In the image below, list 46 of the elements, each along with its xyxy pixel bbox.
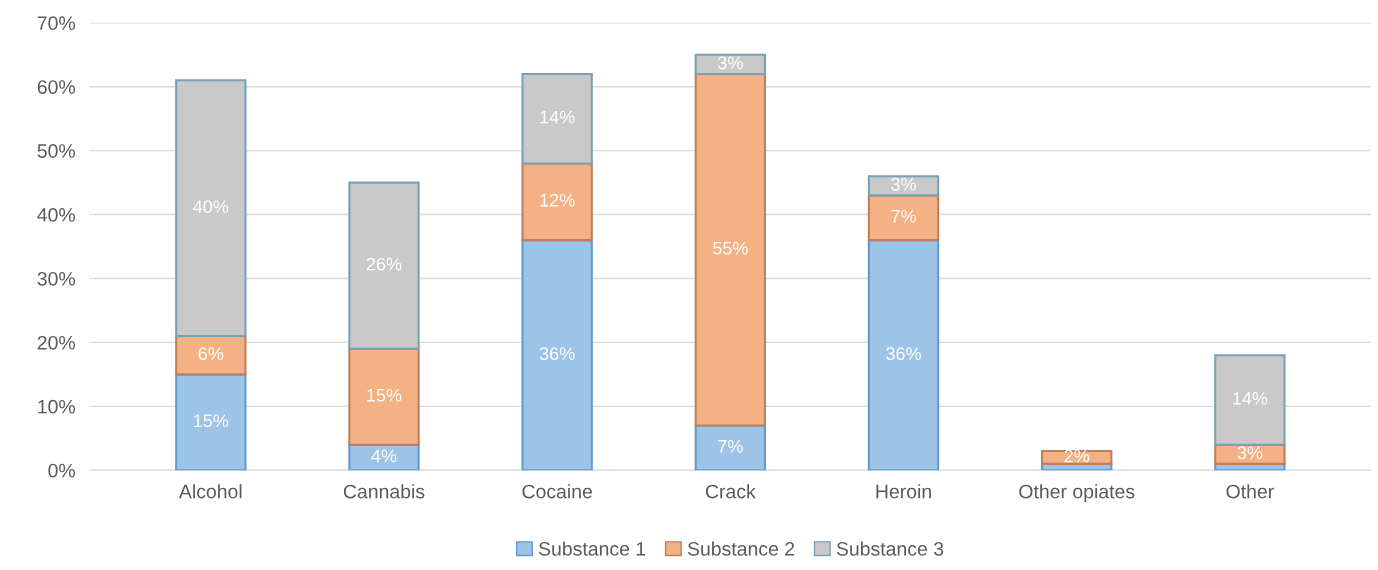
- data-label: 15%: [194, 414, 229, 428]
- x-tick-label: Heroin: [876, 484, 931, 499]
- bar: [694, 424, 767, 471]
- data-label: 36%: [539, 347, 575, 361]
- bar: [175, 334, 247, 376]
- data-label: 15%: [367, 388, 402, 402]
- x-tick-label: Cannabis: [343, 484, 425, 499]
- bar: [1214, 354, 1286, 446]
- x-tick-label: Other: [1226, 484, 1274, 499]
- bar: [348, 347, 420, 446]
- x-tick-label: Crack: [705, 484, 756, 499]
- data-label: 36%: [886, 347, 921, 361]
- bar: [867, 175, 940, 197]
- y-tick-label: 50%: [37, 144, 75, 158]
- bar: [1041, 450, 1113, 465]
- bar: [694, 72, 767, 427]
- bar: [348, 181, 420, 350]
- bar: [694, 53, 767, 75]
- y-tick-label: 0%: [48, 463, 75, 478]
- data-label: 7%: [891, 209, 916, 223]
- data-label: 12%: [540, 193, 575, 207]
- data-label: 4%: [371, 449, 397, 463]
- data-label: 3%: [1237, 446, 1263, 460]
- bar: [867, 239, 940, 471]
- bar: [175, 373, 247, 471]
- bar: [867, 194, 940, 242]
- y-tick-label: 20%: [37, 335, 75, 350]
- y-tick-label: 30%: [37, 271, 75, 286]
- bar: [521, 72, 593, 165]
- legend-label: Substance 2: [687, 541, 795, 556]
- x-tick-label: Cocaine: [522, 484, 592, 499]
- y-tick-label: 40%: [37, 208, 75, 222]
- x-tick-label: Other opiates: [1019, 484, 1135, 503]
- bar: [521, 239, 593, 471]
- legend-label: Substance 1: [538, 541, 646, 556]
- legend-label: Substance 3: [836, 541, 944, 556]
- y-tick-label: 70%: [37, 16, 75, 31]
- y-tick-label: 10%: [38, 399, 75, 414]
- data-label: 55%: [712, 241, 748, 255]
- data-label: 6%: [198, 347, 224, 361]
- data-label: 2%: [1064, 449, 1090, 463]
- data-label: 7%: [718, 440, 743, 453]
- y-tick-label: 60%: [37, 80, 75, 94]
- x-tick-label: Alcohol: [178, 484, 242, 499]
- bar: [175, 79, 247, 338]
- bar: [521, 162, 593, 242]
